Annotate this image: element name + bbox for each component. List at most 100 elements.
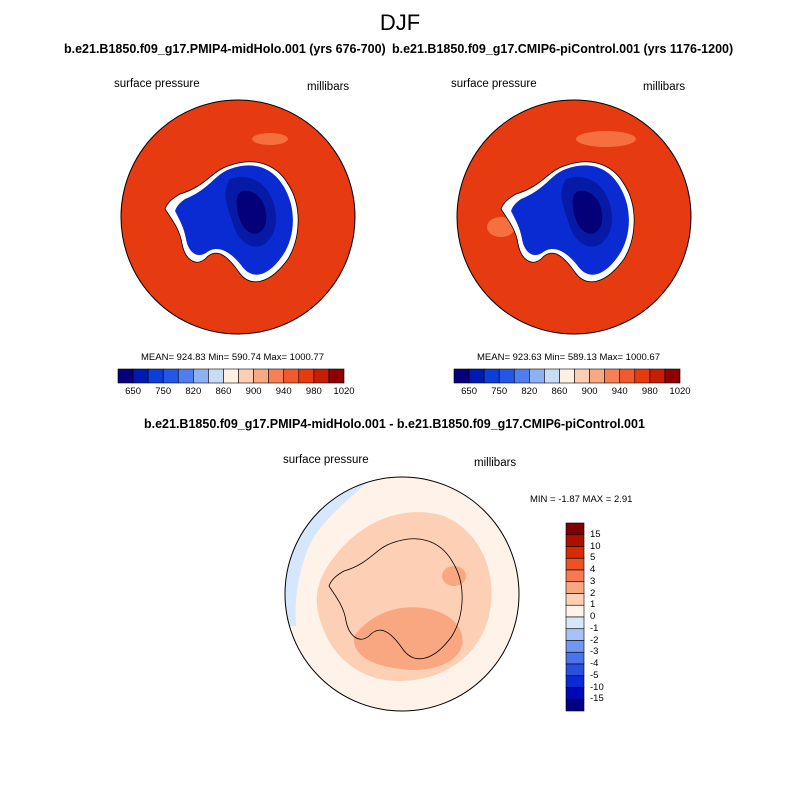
panel2-high-pressure-patch-west bbox=[487, 217, 515, 237]
diff-colorbar-swatch bbox=[565, 698, 585, 712]
diff-colorbar-swatch bbox=[565, 616, 585, 630]
panel1-colorbar-tick-label: 820 bbox=[185, 386, 202, 397]
panel2-colorbar-swatch bbox=[468, 368, 485, 384]
diff-colorbar-swatch bbox=[565, 675, 585, 688]
panel2-colorbar bbox=[453, 368, 681, 384]
diff-colorbar-tick-label: -4 bbox=[590, 658, 599, 669]
diff-panel-title: b.e21.B1850.f09_g17.PMIP4-midHolo.001 - … bbox=[144, 417, 645, 431]
panel1-colorbar-swatch bbox=[268, 368, 285, 384]
panel2-colorbar-tick-label: 860 bbox=[551, 386, 568, 397]
panel1-colorbar-tick-label: 940 bbox=[275, 386, 292, 397]
diff-colorbar-swatch bbox=[565, 557, 585, 571]
panel2-colorbar-tick-label: 980 bbox=[641, 386, 658, 397]
panel1-variable-label: surface pressure bbox=[114, 78, 200, 90]
panel2-polar-map bbox=[456, 99, 692, 335]
panel2-colorbar-swatch bbox=[513, 368, 530, 384]
diff-colorbar-swatch bbox=[565, 651, 585, 665]
panel1-colorbar-swatch bbox=[313, 368, 330, 384]
diff-colorbar-swatch bbox=[565, 628, 585, 641]
panel1-colorbar-swatch bbox=[253, 368, 269, 384]
panel1-colorbar-swatch bbox=[223, 368, 239, 384]
diff-colorbar-tick-label: -10 bbox=[590, 681, 604, 693]
panel1-colorbar-swatch bbox=[208, 368, 224, 384]
panel2-colorbar-swatch bbox=[589, 368, 605, 384]
panel1-colorbar-swatch bbox=[283, 368, 300, 384]
diff-stats: MIN = -1.87 MAX = 2.91 bbox=[530, 494, 633, 505]
diff-colorbar-swatch bbox=[565, 593, 585, 606]
panel2-colorbar-swatch bbox=[664, 368, 681, 384]
panel1-colorbar-swatch bbox=[177, 368, 194, 384]
panel1-colorbar-swatch bbox=[132, 368, 149, 384]
panel1-high-pressure-patch bbox=[252, 133, 288, 145]
panel2-map-border bbox=[456, 99, 692, 335]
panel2-colorbar-swatch bbox=[604, 368, 621, 384]
diff-coastline bbox=[328, 538, 463, 660]
panel1-colorbar bbox=[117, 368, 345, 384]
diff-colorbar-swatch bbox=[565, 534, 585, 547]
panel2-colorbar-swatch bbox=[483, 368, 500, 384]
diff-colorbar-swatch bbox=[565, 522, 585, 536]
panel2-colorbar-swatch bbox=[544, 368, 560, 384]
panel2-colorbar-swatch bbox=[574, 368, 590, 384]
panel1-colorbar-tick-label: 750 bbox=[155, 386, 172, 397]
panel1-polar-map bbox=[120, 99, 356, 335]
panel2-run-title: b.e21.B1850.f09_g17.CMIP6-piControl.001 … bbox=[392, 42, 734, 56]
panel2-colorbar-tick-label: 900 bbox=[581, 386, 598, 397]
diff-positive-core-east bbox=[442, 566, 466, 586]
panel2-colorbar-tick-label: 940 bbox=[611, 386, 628, 397]
diff-colorbar-tick-label: -5 bbox=[590, 669, 599, 681]
panel2-units-label: millibars bbox=[643, 81, 686, 93]
diff-colorbar bbox=[565, 522, 585, 712]
diff-colorbar-tick-label: 10 bbox=[590, 540, 601, 552]
diff-colorbar-tick-label: -3 bbox=[590, 646, 599, 658]
panel1-run-title: b.e21.B1850.f09_g17.PMIP4-midHolo.001 (y… bbox=[64, 42, 386, 56]
panel1-colorbar-swatch bbox=[147, 368, 164, 384]
diff-colorbar-tick-label: 2 bbox=[590, 587, 596, 599]
panel1-colorbar-tick-label: 1020 bbox=[333, 386, 355, 397]
panel2-colorbar-swatch bbox=[453, 368, 470, 384]
diff-colorbar-swatch bbox=[565, 569, 585, 583]
panel2-colorbar-tick-label: 650 bbox=[461, 386, 477, 397]
diff-colorbar-swatch bbox=[565, 640, 585, 653]
panel2-colorbar-tick-label: 750 bbox=[491, 386, 508, 397]
diff-colorbar-tick-label: 15 bbox=[590, 528, 601, 540]
panel1-colorbar-swatch bbox=[298, 368, 315, 384]
panel1-colorbar-swatch bbox=[328, 368, 345, 384]
diff-map-border bbox=[284, 476, 520, 712]
diff-positive-core bbox=[353, 607, 463, 670]
diff-colorbar-tick-label: 1 bbox=[590, 599, 596, 611]
panel2-colorbar-swatch bbox=[529, 368, 545, 384]
diff-polar-map bbox=[284, 476, 520, 712]
diff-colorbar-tick-label: -15 bbox=[590, 693, 604, 705]
panel2-variable-label: surface pressure bbox=[451, 78, 537, 90]
panel2-colorbar-tick-label: 820 bbox=[521, 386, 538, 397]
panel1-colorbar-swatch bbox=[193, 368, 209, 384]
panel2-ice-sheet-core bbox=[572, 190, 603, 234]
panel2-colorbar-swatch bbox=[619, 368, 636, 384]
panel2-colorbar-swatch bbox=[649, 368, 666, 384]
panel2-colorbar-swatch bbox=[498, 368, 515, 384]
panel1-colorbar-tick-label: 980 bbox=[305, 386, 322, 397]
panel1-colorbar-tick-label: 900 bbox=[245, 386, 262, 397]
panel1-colorbar-tick-label: 650 bbox=[125, 386, 141, 397]
panel2-high-pressure-patch bbox=[576, 131, 636, 147]
panel2-coastline bbox=[500, 161, 635, 283]
panel1-map-border bbox=[120, 99, 356, 335]
panel1-colorbar-swatch bbox=[162, 368, 179, 384]
diff-colorbar-tick-label: -2 bbox=[590, 634, 599, 646]
panel2-colorbar-swatch bbox=[559, 368, 575, 384]
figure-title: DJF bbox=[379, 10, 421, 35]
diff-colorbar-tick-label: -1 bbox=[590, 622, 599, 634]
diff-variable-label: surface pressure bbox=[283, 454, 369, 466]
diff-colorbar-swatch bbox=[565, 546, 585, 559]
panel2-colorbar-tick-label: 1020 bbox=[669, 386, 691, 397]
panel1-units-label: millibars bbox=[307, 81, 350, 93]
diff-colorbar-tick-label: 3 bbox=[590, 575, 596, 587]
diff-colorbar-swatch bbox=[565, 687, 585, 700]
panel1-colorbar-tick-label: 860 bbox=[215, 386, 232, 397]
diff-colorbar-swatch bbox=[565, 581, 585, 594]
panel1-stats: MEAN= 924.83 Min= 590.74 Max= 1000.77 bbox=[141, 352, 324, 363]
panel1-colorbar-swatch bbox=[238, 368, 254, 384]
diff-colorbar-swatch bbox=[565, 663, 585, 677]
panel2-colorbar-swatch bbox=[634, 368, 651, 384]
